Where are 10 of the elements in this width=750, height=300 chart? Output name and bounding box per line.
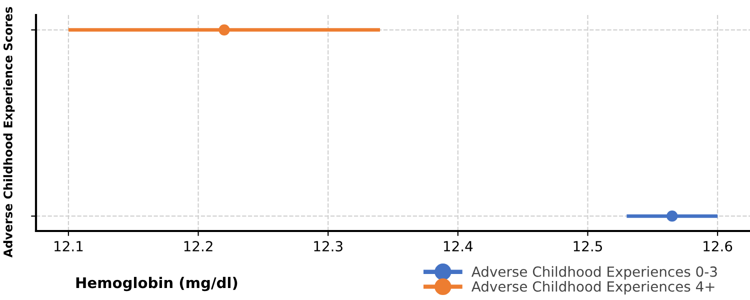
x-tick-label: 12.6 xyxy=(704,240,732,252)
x-tick-label: 12.4 xyxy=(444,240,473,252)
y-axis-title: Adverse Childhood Experience Scores xyxy=(3,7,15,258)
x-tick-label: 12.5 xyxy=(574,240,602,252)
x-tick-label: 12.3 xyxy=(314,240,342,252)
legend-label: Adverse Childhood Experiences 0-3 xyxy=(471,266,717,280)
x-axis-title: Hemoglobin (mg/dl) xyxy=(76,276,238,292)
x-tick-label: 12.1 xyxy=(54,240,83,252)
legend-label: Adverse Childhood Experiences 4+ xyxy=(471,281,714,294)
x-tick-label: 12.2 xyxy=(184,240,212,252)
